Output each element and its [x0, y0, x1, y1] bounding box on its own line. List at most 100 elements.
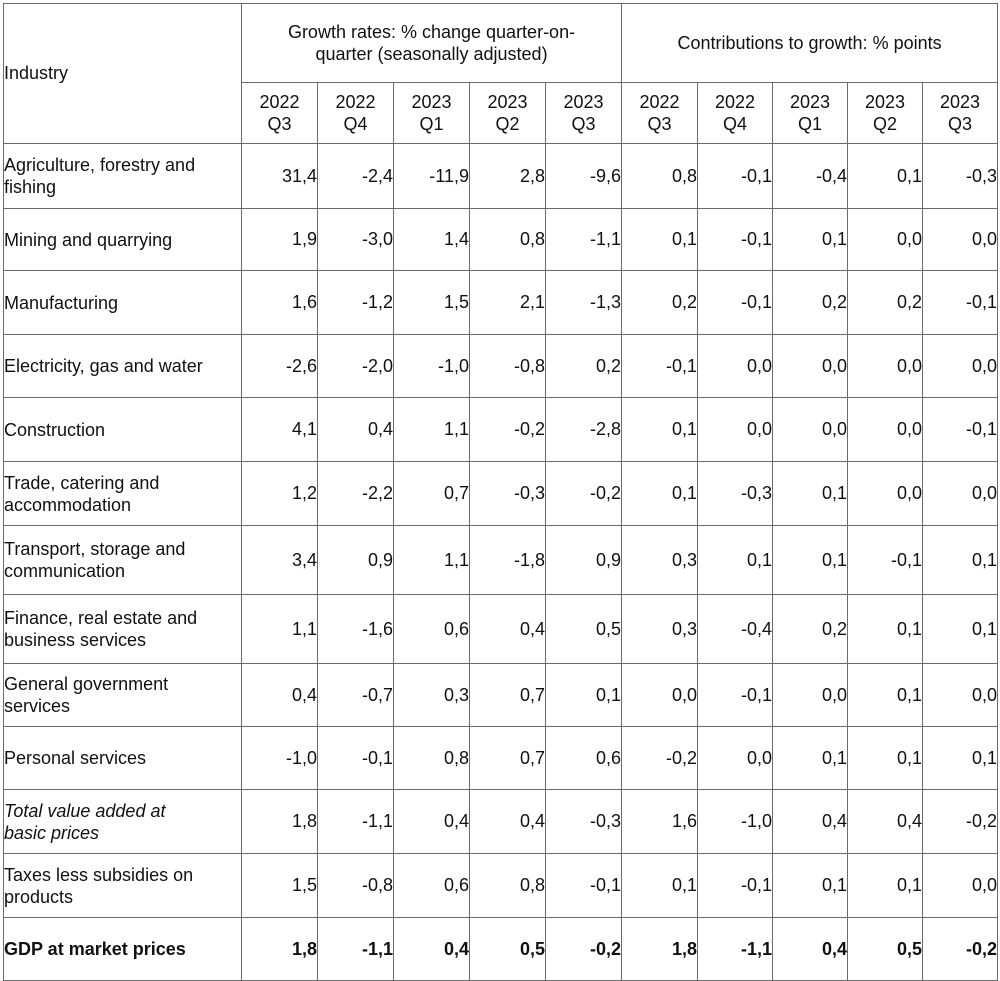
contribution-cell: 0,3	[621, 594, 699, 664]
period-year: 2023	[487, 92, 528, 112]
industry-label-line2: products	[4, 886, 74, 907]
growth-rate-cell: -1,1	[544, 208, 623, 271]
growth-rate-cell: 0,9	[317, 525, 394, 595]
growth-rate-cell: 0,4	[317, 397, 394, 462]
growth-rate-cell: 2,8	[469, 143, 546, 209]
industry-label-line1: Agriculture, forestry and	[4, 155, 196, 175]
table-row: Taxes less subsidies on products 1,5 -0,8 0,…	[3, 853, 999, 918]
period-year: 2022	[639, 92, 680, 112]
contribution-cell: 0,0	[847, 208, 924, 271]
industry-label: Construction	[3, 397, 242, 462]
contribution-cell: -0,1	[697, 208, 774, 271]
growth-rate-cell: -2,4	[317, 143, 394, 209]
industry-label: Total value added at basic prices	[3, 789, 242, 854]
contribution-cell: 0,0	[772, 334, 849, 398]
growth-rates-header-line1: Growth rates: % change quarter-on-	[287, 22, 576, 42]
growth-rate-cell: -1,1	[317, 917, 394, 981]
contribution-cell: 0,2	[847, 270, 924, 335]
contribution-cell: 0,0	[772, 663, 849, 727]
period-quarter: Q1	[798, 114, 823, 134]
growth-rate-cell: -0,2	[469, 397, 546, 462]
contribution-cell: 0,1	[621, 208, 699, 271]
growth-rate-cell: 0,8	[469, 853, 546, 918]
contribution-cell: 0,0	[697, 726, 774, 790]
growth-rate-cell: 0,6	[393, 853, 470, 918]
industry-label-line2: accommodation	[4, 494, 132, 515]
growth-rate-cell: 0,5	[544, 594, 623, 664]
contribution-cell: 0,1	[772, 461, 849, 526]
contribution-cell: 1,8	[621, 917, 699, 981]
contribution-cell: 0,1	[847, 594, 924, 664]
industry-label: GDP at market prices	[3, 917, 242, 981]
industry-label: Transport, storage and communication	[3, 525, 242, 595]
growth-rate-cell: 0,4	[393, 917, 470, 981]
growth-rate-cell: 4,1	[241, 397, 318, 462]
growth-rate-cell: -0,7	[317, 663, 394, 727]
industry-label-line1: Transport, storage and	[4, 539, 186, 559]
growth-rate-cell: -0,2	[544, 461, 623, 526]
growth-rate-cell: 1,1	[241, 594, 318, 664]
period-quarter: Q4	[343, 114, 368, 134]
growth-rate-cell: 0,7	[469, 726, 546, 790]
growth-rate-cell: -0,1	[544, 853, 623, 918]
contribution-cell: 0,0	[772, 397, 849, 462]
growth-rate-cell: -11,9	[393, 143, 470, 209]
industry-label-line2: basic prices	[4, 822, 100, 843]
contribution-cell: -0,1	[697, 270, 774, 335]
contribution-cell: 0,2	[772, 270, 849, 335]
growth-rate-cell: 0,8	[393, 726, 470, 790]
period-quarter: Q4	[723, 114, 748, 134]
growth-rate-cell: 1,2	[241, 461, 318, 526]
growth-rate-cell: 1,9	[241, 208, 318, 271]
industry-label: Manufacturing	[3, 270, 242, 335]
contribution-cell: 0,1	[847, 726, 924, 790]
growth-rate-cell: -1,0	[393, 334, 470, 398]
growth-rate-cell: 1,8	[241, 917, 318, 981]
contribution-cell: 0,4	[847, 789, 924, 854]
contribution-cell: -0,1	[697, 853, 774, 918]
table-row: Trade, catering and accommodation 1,2 -2,2 0…	[3, 461, 999, 526]
period-header: 2022 Q3	[241, 82, 318, 144]
contribution-cell: -0,1	[621, 334, 699, 398]
period-year: 2023	[789, 92, 831, 112]
header-row-groups: Industry Growth rates: % change quarter-…	[3, 3, 999, 144]
growth-rate-cell: -0,1	[317, 726, 394, 790]
growth-rate-cell: 0,4	[469, 789, 546, 854]
period-quarter: Q2	[495, 114, 520, 134]
contribution-cell: 0,4	[772, 789, 849, 854]
table-row: Manufacturing 1,6 -1,2 1,5 2,1 -1,3 0,2 -0,1 0,2…	[3, 270, 999, 335]
growth-rate-cell: 1,4	[393, 208, 470, 271]
period-header: 2022 Q4	[317, 82, 394, 144]
growth-rate-cell: 0,5	[469, 917, 546, 981]
table-row: Electricity, gas and water -2,6 -2,0 -1,0 -0…	[3, 334, 999, 398]
table-row: General government services 0,4 -0,7 0,3 0,7 0…	[3, 663, 999, 727]
contribution-cell: 0,4	[772, 917, 849, 981]
contribution-cell: -1,1	[697, 917, 774, 981]
contribution-cell: -0,3	[697, 461, 774, 526]
industry-label: Taxes less subsidies on products	[3, 853, 242, 918]
period-header: 2023 Q2	[469, 82, 546, 144]
industry-label-line1: Total value added at	[4, 800, 166, 821]
contribution-cell: 0,1	[847, 143, 924, 209]
contribution-cell: 0,1	[621, 853, 699, 918]
industry-label-line1: Electricity, gas and water	[4, 356, 203, 376]
contribution-cell: -0,2	[621, 726, 699, 790]
contribution-cell: 0,1	[922, 594, 999, 664]
period-quarter: Q3	[571, 114, 596, 134]
table-row: Agriculture, forestry and fishing 31,4 -2,4…	[3, 143, 999, 209]
contribution-cell: 0,0	[621, 663, 699, 727]
industry-label-line1: Manufacturing	[4, 292, 119, 313]
contribution-cell: 0,0	[697, 334, 774, 398]
period-year: 2023	[563, 92, 604, 112]
growth-rate-cell: 1,8	[241, 789, 318, 854]
contribution-cell: 0,8	[621, 143, 699, 209]
growth-rate-cell: -1,1	[317, 789, 394, 854]
growth-rate-cell: 3,4	[241, 525, 318, 595]
table-row: Finance, real estate and business service…	[3, 594, 999, 664]
contribution-cell: -0,1	[697, 143, 774, 209]
growth-rate-cell: -3,0	[317, 208, 394, 271]
growth-rate-cell: 2,1	[469, 270, 546, 335]
industry-label: Personal services	[3, 726, 242, 790]
period-year: 2022	[714, 92, 756, 112]
period-year: 2023	[411, 92, 452, 112]
